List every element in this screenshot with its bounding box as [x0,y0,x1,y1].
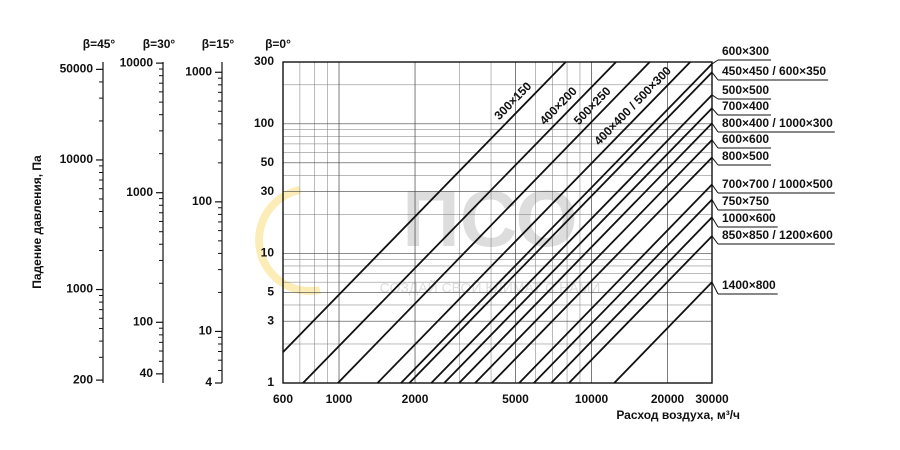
series-line [518,183,713,384]
label-leader [711,107,719,116]
series-label: 450×450 / 600×350 [722,64,826,78]
series-label: 850×850 / 1200×600 [722,228,833,242]
label-leader [711,217,719,228]
series-label: 1400×800 [722,278,776,292]
series-label: 700×400 [722,99,769,113]
watermark-logo: ПСО [402,174,578,263]
y-tick-label: 100 [254,116,274,130]
aux-tick-label: 50000 [60,62,94,76]
label-leader [711,94,719,100]
x-tick-label: 600 [273,392,293,406]
label-leader [711,71,719,81]
x-tick-label: 20000 [651,392,685,406]
series-label: 500×500 [722,83,769,97]
aux-tick-label: 1000 [185,64,212,78]
y-tick-label: 50 [261,155,275,169]
aux-tick-label: 100 [192,194,212,208]
series-label: 1000×600 [722,211,776,225]
series-line [458,122,713,384]
x-tick-label: 10000 [575,392,609,406]
series-label: 750×750 [722,194,769,208]
aux-tick-label: 10 [199,324,213,338]
series-line [533,199,713,384]
x-tick-label: 1000 [326,392,353,406]
series-line [337,61,651,384]
series-line [491,156,713,384]
aux-tick-label: 100 [133,314,153,328]
series-line [474,139,713,384]
aux-tick-label: 40 [140,366,154,380]
series-line [282,61,567,353]
series-line [302,61,617,384]
label-leader [711,199,719,211]
label-leader [711,281,719,295]
series-line [376,61,691,384]
x-axis-title: Расход воздуха, м³/ч [616,408,740,422]
aux-tick-label: 200 [73,372,93,386]
series-label: 600×600 [722,132,769,146]
x-tick-label: 2000 [402,392,429,406]
watermark-arc [255,186,321,295]
series-label: 800×400 / 1000×300 [722,116,833,130]
series-line [550,216,713,384]
label-leader [711,184,719,194]
series-line [613,281,713,384]
aux-tick-label: 1000 [126,185,153,199]
plot-border [282,61,713,384]
aux-tick-label: 10000 [60,152,94,166]
aux-axis-header: β=30° [143,37,176,51]
y-tick-label: 3 [267,313,274,327]
label-leader [711,139,719,149]
aux-axis-header: β=15° [202,37,235,51]
aux-tick-label: 1000 [66,282,93,296]
series-label: 700×700 / 1000×500 [722,177,833,191]
aux-tick-label: 10000 [120,55,154,69]
y-tick-label: 30 [261,184,275,198]
series-line [568,235,713,384]
x-tick-label: 30000 [695,392,729,406]
label-leader [711,122,719,133]
series-label: 600×300 [722,44,769,58]
y-tick-label: 5 [267,285,274,299]
y-tick-label: 1 [267,375,274,389]
label-leader [711,157,719,166]
series-label: 800×500 [722,149,769,163]
aux-tick-label: 4 [205,375,212,389]
series-line [430,94,713,384]
axis-header: β=0° [265,37,291,51]
x-tick-label: 5000 [502,392,529,406]
series-line [408,71,713,384]
label-leader [711,235,719,245]
y-tick-label: 10 [261,246,275,260]
series-line [443,107,713,384]
label-leader [711,59,719,65]
y-axis-title: Падение давления, Па [30,155,44,289]
y-tick-label: 300 [254,54,274,68]
watermark: ПСО СОЗДАЙ СВОЙ КЛИМАТ С НАМИ [255,174,600,296]
series-label: 400×400 / 500×300 [591,63,674,148]
series-line [400,63,713,384]
aux-axis-header: β=45° [83,37,116,51]
